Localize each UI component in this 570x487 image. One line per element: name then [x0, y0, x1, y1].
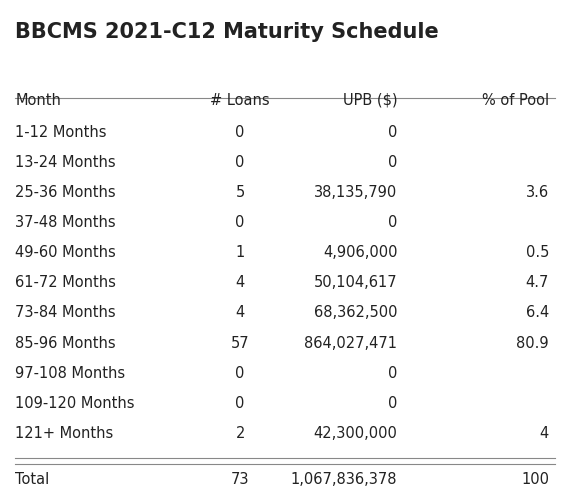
Text: Month: Month	[15, 93, 62, 108]
Text: 2: 2	[235, 426, 245, 441]
Text: 37-48 Months: 37-48 Months	[15, 215, 116, 230]
Text: 85-96 Months: 85-96 Months	[15, 336, 116, 351]
Text: % of Pool: % of Pool	[482, 93, 549, 108]
Text: 0: 0	[235, 366, 245, 381]
Text: 97-108 Months: 97-108 Months	[15, 366, 125, 381]
Text: 121+ Months: 121+ Months	[15, 426, 113, 441]
Text: 4,906,000: 4,906,000	[323, 245, 397, 260]
Text: UPB ($): UPB ($)	[343, 93, 397, 108]
Text: 68,362,500: 68,362,500	[314, 305, 397, 320]
Text: 1,067,836,378: 1,067,836,378	[291, 471, 397, 487]
Text: 6.4: 6.4	[526, 305, 549, 320]
Text: BBCMS 2021-C12 Maturity Schedule: BBCMS 2021-C12 Maturity Schedule	[15, 22, 439, 42]
Text: 0: 0	[235, 396, 245, 411]
Text: 73-84 Months: 73-84 Months	[15, 305, 116, 320]
Text: 4: 4	[235, 305, 245, 320]
Text: 50,104,617: 50,104,617	[314, 275, 397, 290]
Text: 80.9: 80.9	[516, 336, 549, 351]
Text: 5: 5	[235, 185, 245, 200]
Text: 0: 0	[388, 396, 397, 411]
Text: 49-60 Months: 49-60 Months	[15, 245, 116, 260]
Text: Total: Total	[15, 471, 50, 487]
Text: 61-72 Months: 61-72 Months	[15, 275, 116, 290]
Text: 0: 0	[235, 215, 245, 230]
Text: 0: 0	[388, 155, 397, 170]
Text: 4.7: 4.7	[526, 275, 549, 290]
Text: 0: 0	[388, 366, 397, 381]
Text: 73: 73	[231, 471, 249, 487]
Text: # Loans: # Loans	[210, 93, 270, 108]
Text: 100: 100	[521, 471, 549, 487]
Text: 3.6: 3.6	[526, 185, 549, 200]
Text: 42,300,000: 42,300,000	[314, 426, 397, 441]
Text: 109-120 Months: 109-120 Months	[15, 396, 135, 411]
Text: 38,135,790: 38,135,790	[314, 185, 397, 200]
Text: 13-24 Months: 13-24 Months	[15, 155, 116, 170]
Text: 57: 57	[231, 336, 250, 351]
Text: 0: 0	[388, 215, 397, 230]
Text: 4: 4	[235, 275, 245, 290]
Text: 1-12 Months: 1-12 Months	[15, 125, 107, 140]
Text: 25-36 Months: 25-36 Months	[15, 185, 116, 200]
Text: 0: 0	[235, 155, 245, 170]
Text: 1: 1	[235, 245, 245, 260]
Text: 4: 4	[540, 426, 549, 441]
Text: 0.5: 0.5	[526, 245, 549, 260]
Text: 0: 0	[235, 125, 245, 140]
Text: 0: 0	[388, 125, 397, 140]
Text: 864,027,471: 864,027,471	[304, 336, 397, 351]
